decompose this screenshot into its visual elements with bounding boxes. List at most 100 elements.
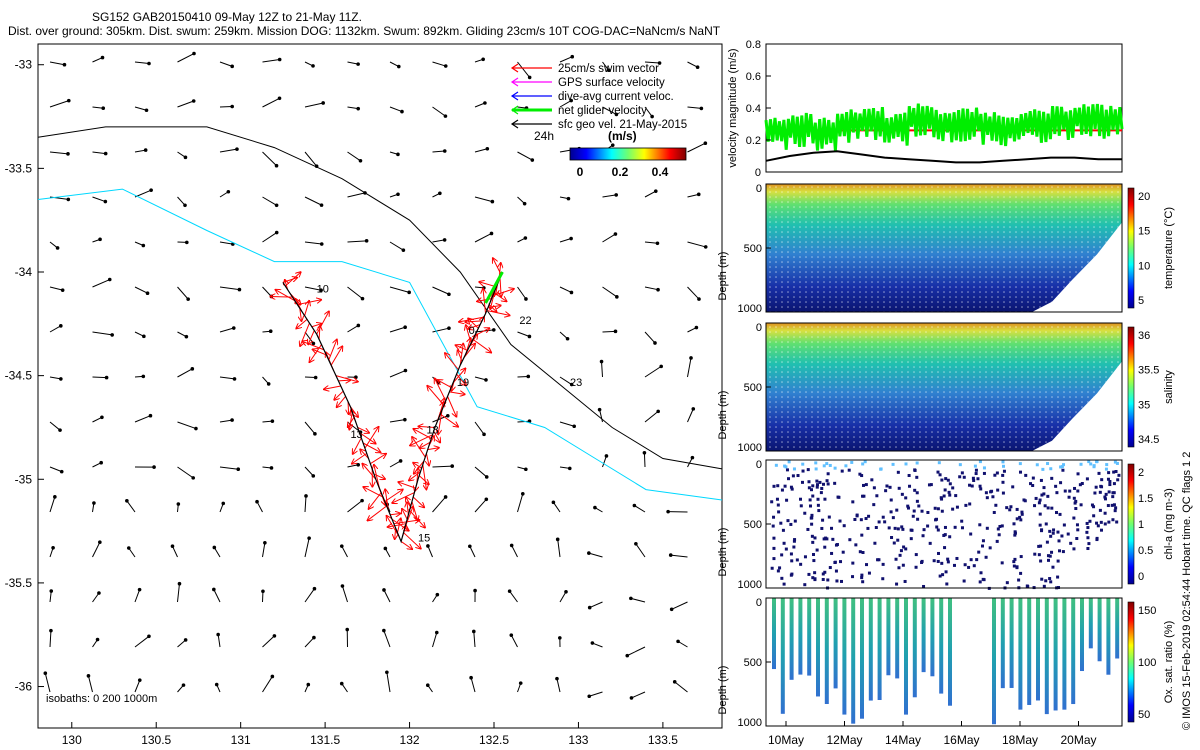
chla-point — [1063, 489, 1067, 493]
chla-point — [1031, 484, 1035, 488]
profile-colorbar-tick: 50 — [1138, 709, 1150, 721]
vector-arrow — [177, 421, 197, 430]
chla-point — [979, 487, 983, 491]
vector-arrow — [341, 545, 348, 558]
chla-point — [934, 518, 938, 522]
chla-point — [1044, 579, 1048, 583]
date-tick-label: 18May — [1002, 733, 1038, 747]
swim-vector — [297, 300, 321, 306]
velocity-y-tick-label: 0 — [755, 167, 761, 179]
vector-arrow — [644, 331, 656, 344]
vector-head — [629, 696, 634, 700]
vector-head — [442, 238, 447, 242]
chla-point — [810, 516, 814, 520]
vector-head — [518, 681, 523, 685]
map-x-tick-label: 132 — [400, 733, 420, 747]
chla-point — [904, 462, 908, 466]
chla-point — [1093, 491, 1097, 495]
profile-colorbar-tick: 35 — [1138, 399, 1150, 411]
chla-point — [982, 471, 986, 475]
chla-point — [1013, 530, 1017, 534]
vector-head — [356, 462, 360, 467]
vector-head — [319, 242, 324, 246]
oxygen-profile — [789, 598, 794, 680]
vector-head — [613, 232, 618, 236]
chla-point — [799, 504, 803, 508]
swim-vector — [500, 277, 501, 297]
vector-head — [137, 678, 142, 682]
chla-point — [920, 559, 924, 563]
vector-head — [655, 241, 660, 246]
vector-arrow — [49, 421, 61, 431]
chla-point — [1039, 544, 1043, 548]
chla-point — [806, 527, 810, 531]
chla-point — [1022, 498, 1026, 502]
vector-head — [572, 424, 576, 429]
chla-point — [913, 468, 917, 472]
chla-point — [1020, 512, 1024, 516]
chla-point — [1103, 522, 1107, 526]
chla-point — [862, 483, 866, 487]
vector-arrow — [687, 193, 699, 198]
chla-point — [806, 468, 810, 472]
vector-arrow — [92, 279, 110, 288]
velocity-colorbar — [569, 147, 687, 161]
vector-head — [450, 464, 455, 468]
vector-head — [360, 498, 364, 503]
chla-point — [1001, 460, 1005, 464]
vector-arrow — [383, 630, 391, 648]
chla-point — [1042, 486, 1046, 490]
chla-point — [1111, 495, 1115, 499]
chla-point — [785, 498, 789, 502]
chla-point — [955, 556, 959, 560]
vector-arrow — [347, 240, 367, 243]
legend-label: net glider velocity — [558, 105, 647, 117]
vector-head — [473, 588, 477, 593]
swim-vector — [353, 437, 362, 454]
velocity-y-tick-label: 0.8 — [746, 39, 761, 51]
vector-arrow — [219, 148, 238, 153]
vector-arrow — [630, 597, 646, 603]
vector-head — [691, 407, 696, 411]
profile-ylabel: Depth (m) — [717, 391, 729, 440]
profile-panel-oxygen: 0 500 1000 Depth (m) 50 100 150 Ox. sat. ratio … — [717, 597, 1175, 729]
chla-point — [772, 546, 776, 550]
vector-arrow — [134, 106, 147, 111]
chla-point — [835, 579, 839, 583]
map-panel: 10 13 15 18 19 0 22 23 130 130.5 131 131.5 132 132.5… — [5, 43, 723, 747]
chla-point — [815, 479, 819, 483]
profile-colorbar-tick: 150 — [1138, 605, 1156, 617]
vector-head — [107, 277, 112, 282]
vector-head — [434, 630, 439, 635]
map-frame — [37, 43, 723, 729]
chla-point — [976, 477, 980, 481]
vector-head — [695, 65, 700, 69]
vector-arrow — [262, 676, 273, 693]
vector-arrow — [389, 326, 406, 333]
vector-head — [141, 374, 146, 379]
vector-arrow — [219, 466, 239, 470]
vector-arrow — [389, 370, 406, 378]
map-y-tick-label: -35.5 — [5, 576, 33, 590]
vector-arrow — [474, 421, 485, 435]
vector-head — [703, 245, 708, 249]
chla-point — [1097, 471, 1101, 475]
day-label: 22 — [519, 315, 531, 327]
vector-arrow — [389, 241, 404, 251]
vector-head — [184, 240, 189, 245]
vector-head — [321, 101, 325, 105]
chla-point — [780, 488, 784, 492]
profile-ylabel: Depth (m) — [717, 528, 729, 577]
map-x-tick-label: 130.5 — [141, 733, 171, 747]
vector-head — [485, 146, 490, 151]
chla-point — [898, 553, 902, 557]
vector-arrow — [347, 500, 363, 513]
colorbar-title: (m/s) — [608, 129, 637, 143]
vector-head — [212, 587, 216, 592]
vector-head — [183, 638, 188, 642]
vector-head — [177, 581, 182, 586]
swim-vector — [308, 330, 315, 344]
chla-point — [1001, 491, 1005, 495]
vector-arrow — [556, 678, 561, 693]
chla-point — [825, 537, 829, 541]
